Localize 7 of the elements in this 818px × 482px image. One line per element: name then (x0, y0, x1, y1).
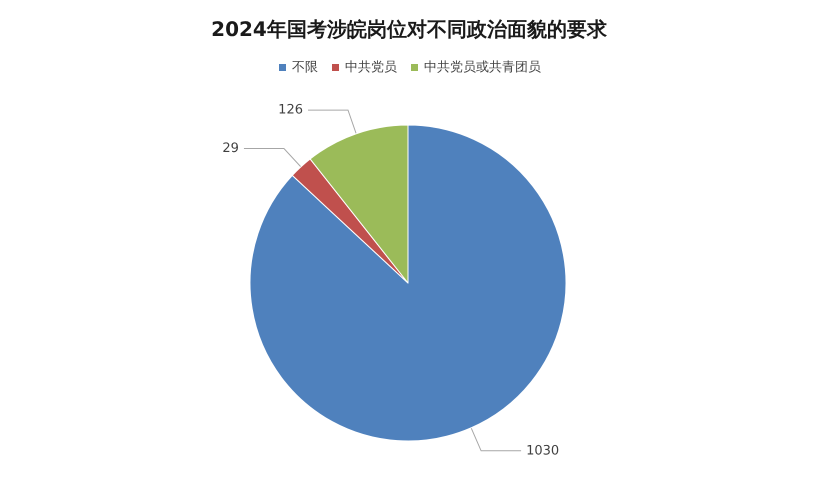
legend-label: 中共党员或共青团员 (424, 60, 541, 75)
data-label: 29 (222, 140, 239, 156)
data-label: 1030 (526, 443, 560, 458)
chart-title: 2024年国考涉皖岗位对不同政治面貌的要求 (211, 17, 608, 41)
legend-label: 中共党员 (345, 60, 397, 75)
data-label: 126 (278, 102, 303, 118)
legend-label: 不限 (292, 60, 318, 75)
